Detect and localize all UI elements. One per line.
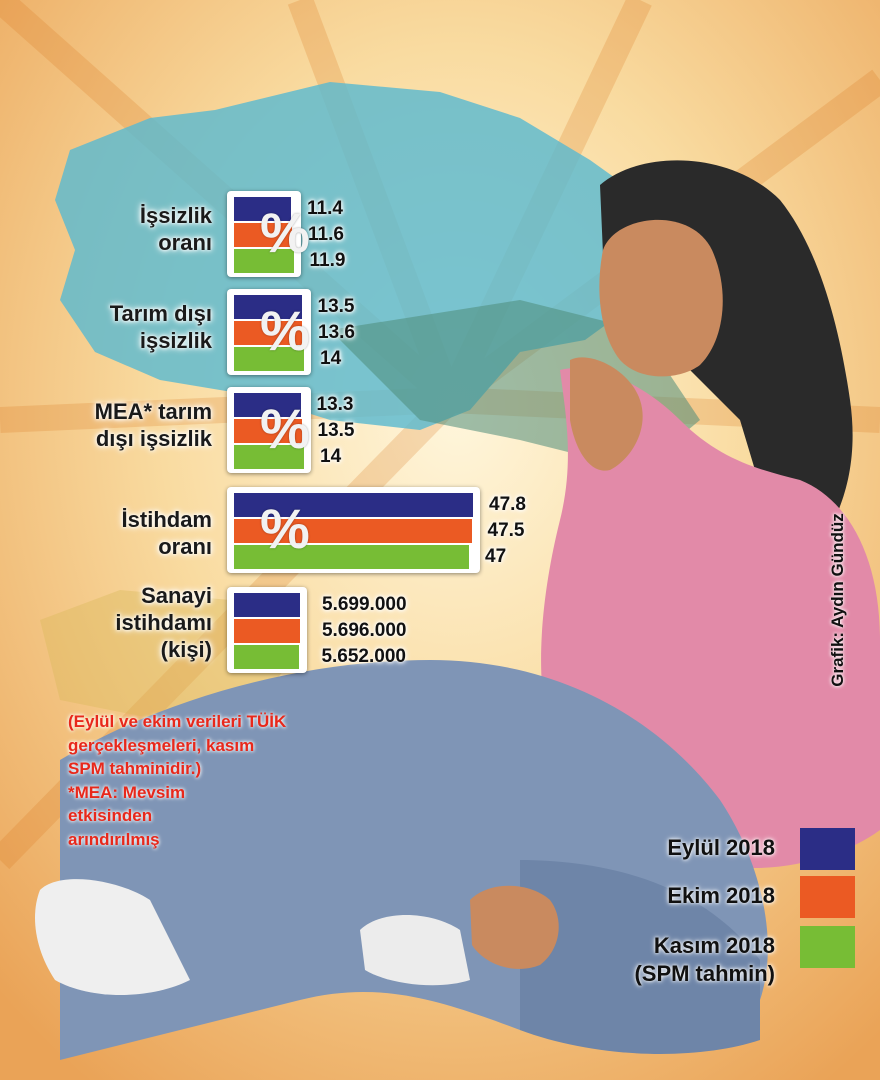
data-label: 14 bbox=[320, 348, 342, 369]
group-label-line: İşsizlik bbox=[139, 203, 212, 228]
data-label: 47.5 bbox=[487, 520, 525, 541]
group-label-line: oranı bbox=[158, 534, 212, 559]
group-label: İşsizlik oranı bbox=[42, 202, 212, 256]
footnote-line: etkisinden bbox=[68, 806, 153, 825]
data-label: 5.696.000 bbox=[321, 620, 407, 641]
data-label: 11.9 bbox=[309, 250, 346, 271]
bar bbox=[234, 593, 300, 617]
percent-symbol: % bbox=[260, 201, 310, 264]
group-label-line: işsizlik bbox=[139, 328, 212, 353]
legend-swatch bbox=[800, 926, 855, 968]
bar bbox=[234, 545, 469, 569]
legend-label: Kasım 2018 (SPM tahmin) bbox=[575, 932, 775, 988]
bar bbox=[234, 295, 302, 319]
bar bbox=[234, 223, 292, 247]
data-label: 5.652.000 bbox=[321, 646, 406, 667]
footnote-line: gerçekleşmeleri, kasım bbox=[68, 735, 255, 755]
group-label-line: dışı işsizlik bbox=[95, 426, 212, 451]
data-label: 47 bbox=[485, 546, 507, 567]
percent-symbol: % bbox=[260, 497, 310, 560]
data-label: 13.6 bbox=[318, 322, 355, 343]
data-label: 11.4 bbox=[307, 198, 343, 219]
footnote-line: SPM tahminidir.) bbox=[68, 759, 202, 778]
bar bbox=[234, 445, 304, 469]
group-label: MEA* tarım dışı işsizlik bbox=[42, 398, 212, 452]
group-label: Sanayi istihdamı (kişi) bbox=[42, 582, 212, 663]
data-label: 13.5 bbox=[317, 296, 355, 317]
bar bbox=[234, 347, 304, 371]
data-label: 47.8 bbox=[489, 494, 526, 515]
group-label-line: İstihdam bbox=[121, 507, 212, 532]
data-label: 13.5 bbox=[317, 420, 355, 441]
bar bbox=[234, 493, 473, 517]
bar bbox=[234, 645, 300, 669]
group-label-line: istihdamı bbox=[115, 610, 212, 635]
bar bbox=[234, 197, 291, 221]
footnote-line: (Eylül ve ekim verileri TÜİK bbox=[68, 712, 287, 731]
bar bbox=[234, 249, 294, 273]
data-label: 5.699.000 bbox=[322, 594, 407, 615]
group-label: İstihdam oranı bbox=[42, 506, 212, 560]
data-label: 11.6 bbox=[308, 224, 344, 245]
bar bbox=[234, 393, 301, 417]
group-label-line: (kişi) bbox=[160, 637, 212, 662]
footnote-line: *MEA: Mevsim bbox=[68, 782, 186, 802]
percent-symbol: % bbox=[260, 299, 310, 362]
group-label: Tarım dışı işsizlik bbox=[42, 300, 212, 354]
bar bbox=[234, 619, 300, 643]
bar bbox=[234, 419, 302, 443]
group-label-line: MEA* tarım bbox=[94, 399, 212, 424]
group-label-line: Sanayi bbox=[141, 583, 212, 608]
bar bbox=[234, 519, 472, 543]
legend-swatch bbox=[800, 828, 855, 870]
legend-label-line: Ekim 2018 bbox=[667, 883, 775, 908]
percent-symbol: % bbox=[260, 397, 310, 460]
legend-label-line: Eylül 2018 bbox=[667, 835, 775, 860]
legend-swatch bbox=[800, 876, 855, 918]
data-label: 14 bbox=[320, 446, 342, 467]
legend-label-line: Kasım 2018 bbox=[653, 933, 775, 958]
credit-text: Grafik: Aydın Gündüz bbox=[828, 513, 847, 687]
bar bbox=[234, 321, 302, 345]
legend-label: Eylül 2018 bbox=[575, 834, 775, 862]
legend-label: Ekim 2018 bbox=[575, 882, 775, 910]
group-label-line: oranı bbox=[158, 230, 212, 255]
legend-label-line: (SPM tahmin) bbox=[634, 961, 775, 986]
data-label: 13.3 bbox=[316, 394, 354, 415]
footnote-line: arındırılmış bbox=[68, 829, 160, 849]
group-label-line: Tarım dışı bbox=[109, 301, 212, 326]
